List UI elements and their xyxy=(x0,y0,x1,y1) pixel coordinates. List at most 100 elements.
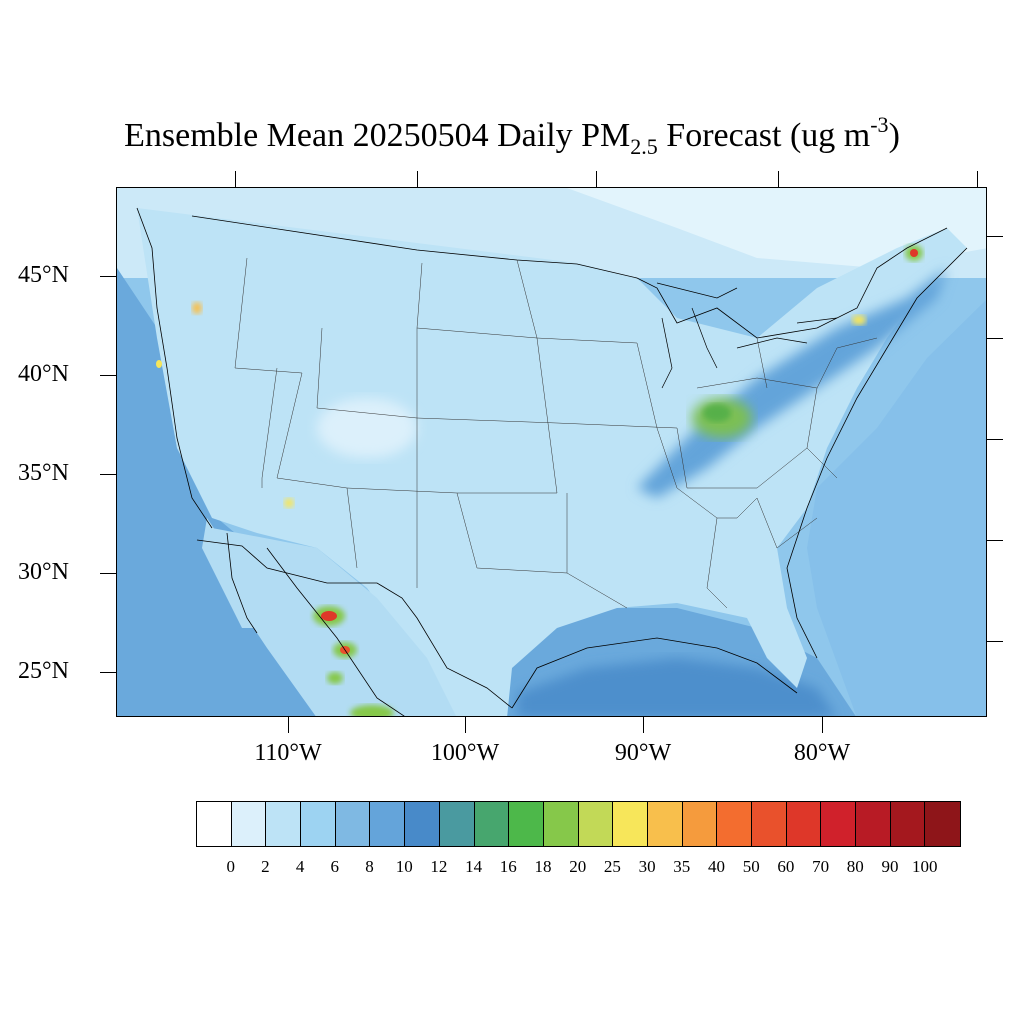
colorbar-label: 50 xyxy=(742,857,760,876)
colorbar-label: 8 xyxy=(365,857,374,876)
lat-label-25: 25°N xyxy=(18,658,69,684)
conus-land xyxy=(137,208,967,716)
gulf-dark xyxy=(517,658,836,716)
colorbar-cell xyxy=(821,802,857,846)
tick-right-2 xyxy=(987,338,1003,339)
colorbar-cell xyxy=(231,802,267,846)
hotspot-oregon xyxy=(192,302,202,314)
tick-top-3 xyxy=(596,171,597,187)
colorbar-label: 18 xyxy=(534,857,552,876)
map-title: Ensemble Mean 20250504 Daily PM2.5 Forec… xyxy=(0,112,1024,160)
coastlines xyxy=(136,207,968,716)
title-suffix: Forecast (ug m xyxy=(657,117,871,154)
atlantic-ocean xyxy=(807,299,986,716)
lon-label-100: 100°W xyxy=(430,740,500,766)
colorbar xyxy=(196,801,962,847)
colorbar-cell xyxy=(786,802,822,846)
colorbar-cell xyxy=(509,802,544,846)
lat-label-35: 35°N xyxy=(18,460,69,486)
colorbar-cell xyxy=(613,802,648,846)
hotspot-quebec-core xyxy=(910,249,918,257)
hotspot-arizona xyxy=(284,498,294,508)
colorbar-label: 100 xyxy=(911,857,938,876)
colorbar-label: 90 xyxy=(881,857,899,876)
colorbar-label: 60 xyxy=(777,857,795,876)
tick-left-25 xyxy=(100,672,116,673)
forecast-map xyxy=(116,187,987,717)
hotspot-california xyxy=(156,360,162,368)
colorbar-label: 35 xyxy=(673,857,691,876)
colorbar-cell xyxy=(405,802,440,846)
tick-top-5 xyxy=(977,171,978,187)
tick-bottom-80 xyxy=(822,717,823,733)
tick-bottom-90 xyxy=(643,717,644,733)
title-superscript: -3 xyxy=(870,112,889,137)
colorbar-label: 12 xyxy=(430,857,448,876)
colorbar-label: 30 xyxy=(638,857,656,876)
colorbar-cell xyxy=(717,802,752,846)
state-lines xyxy=(234,257,878,609)
colorbar-label: 25 xyxy=(603,857,621,876)
smoke-plume-ohio xyxy=(637,268,947,498)
tick-right-5 xyxy=(987,641,1003,642)
hotspot-maine xyxy=(852,315,866,325)
mexico-border xyxy=(196,539,513,709)
hotspot-south xyxy=(350,705,394,716)
colorbar-label: 16 xyxy=(499,857,517,876)
tick-left-30 xyxy=(100,573,116,574)
mountain-west-light xyxy=(317,398,417,458)
lat-label-40: 40°N xyxy=(18,361,69,387)
colorbar-cell xyxy=(682,802,718,846)
colorbar-label: 6 xyxy=(330,857,340,876)
colorbar-cell xyxy=(890,802,926,846)
colorbar-label: 70 xyxy=(812,857,830,876)
lat-label-30: 30°N xyxy=(18,559,69,585)
colorbar-cell xyxy=(647,802,683,846)
colorbar-label: 2 xyxy=(261,857,270,876)
lat-label-45: 45°N xyxy=(18,262,69,288)
colorbar-cell xyxy=(856,802,891,846)
colorbar-label: 80 xyxy=(846,857,864,876)
lon-label-90: 90°W xyxy=(614,740,672,766)
canada-border xyxy=(191,215,948,339)
title-close: ) xyxy=(888,117,900,154)
colorbar-label: 14 xyxy=(465,857,483,876)
tick-right-4 xyxy=(987,540,1003,541)
colorbar-cell xyxy=(543,802,579,846)
colorbar-cell xyxy=(925,802,961,846)
title-subscript: 2.5 xyxy=(630,134,658,159)
colorbar-label: 10 xyxy=(395,857,413,876)
tick-right-3 xyxy=(987,439,1003,440)
colorbar-label: 20 xyxy=(569,857,587,876)
colorbar-cell xyxy=(266,802,302,846)
tick-left-40 xyxy=(100,375,116,376)
colorbar-cell xyxy=(474,802,510,846)
colorbar-cell xyxy=(301,802,336,846)
map-canvas xyxy=(117,188,986,716)
lon-label-80: 80°W xyxy=(793,740,851,766)
colorbar-label: 4 xyxy=(295,857,305,876)
colorbar-cell xyxy=(578,802,614,846)
canada-light-patch xyxy=(567,188,986,268)
hotspot-sonora-core xyxy=(321,611,337,621)
tick-top-2 xyxy=(417,171,418,187)
tick-right-1 xyxy=(987,236,1003,237)
colorbar-cell xyxy=(752,802,787,846)
colorbar-cell xyxy=(439,802,475,846)
smoke-core-ohio-2 xyxy=(703,404,731,422)
lon-label-110: 110°W xyxy=(254,740,322,766)
tick-left-45 xyxy=(100,276,116,277)
tick-top-4 xyxy=(778,171,779,187)
colorbar-label: 40 xyxy=(708,857,725,876)
tick-bottom-100 xyxy=(465,717,466,733)
tick-top-1 xyxy=(235,171,236,187)
baja-peninsula xyxy=(202,518,257,628)
great-lakes xyxy=(656,282,838,389)
colorbar-label: 0 xyxy=(226,857,235,876)
colorbar-cell xyxy=(197,802,232,846)
tick-left-35 xyxy=(100,474,116,475)
hotspot-durango xyxy=(327,672,343,684)
tick-bottom-110 xyxy=(288,717,289,733)
colorbar-cell xyxy=(335,802,371,846)
title-prefix: Ensemble Mean 20250504 Daily PM xyxy=(124,117,631,154)
